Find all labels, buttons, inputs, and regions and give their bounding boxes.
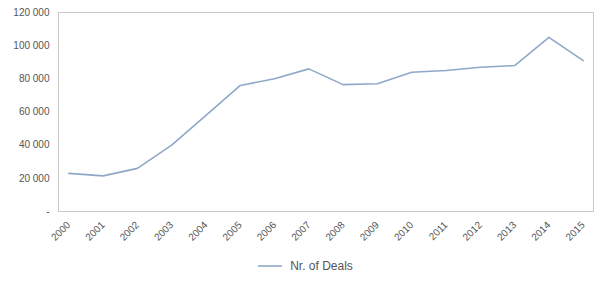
svg-text:2013: 2013 xyxy=(495,219,519,243)
svg-text:2008: 2008 xyxy=(323,219,347,243)
svg-text:2006: 2006 xyxy=(255,219,279,243)
svg-text:100 000: 100 000 xyxy=(13,40,50,51)
svg-text:-: - xyxy=(46,206,49,217)
svg-text:2010: 2010 xyxy=(392,219,416,243)
svg-text:2002: 2002 xyxy=(118,219,142,243)
svg-text:2001: 2001 xyxy=(83,219,107,243)
svg-text:2003: 2003 xyxy=(152,219,176,243)
svg-text:2015: 2015 xyxy=(563,219,587,243)
svg-text:2009: 2009 xyxy=(358,219,382,243)
svg-text:40 000: 40 000 xyxy=(19,139,50,150)
svg-text:2004: 2004 xyxy=(186,219,210,243)
svg-text:2011: 2011 xyxy=(427,219,450,242)
html-text:Nr. of Deals: Nr. of Deals xyxy=(290,259,353,273)
svg-text:60 000: 60 000 xyxy=(19,106,50,117)
svg-text:80 000: 80 000 xyxy=(19,73,50,84)
svg-text:2014: 2014 xyxy=(529,219,553,243)
svg-text:120 000: 120 000 xyxy=(13,7,50,18)
svg-text:2005: 2005 xyxy=(220,219,244,243)
svg-text:2000: 2000 xyxy=(49,219,73,243)
svg-text:2007: 2007 xyxy=(289,219,313,243)
svg-text:2012: 2012 xyxy=(460,219,484,243)
svg-text:20 000: 20 000 xyxy=(19,173,50,184)
